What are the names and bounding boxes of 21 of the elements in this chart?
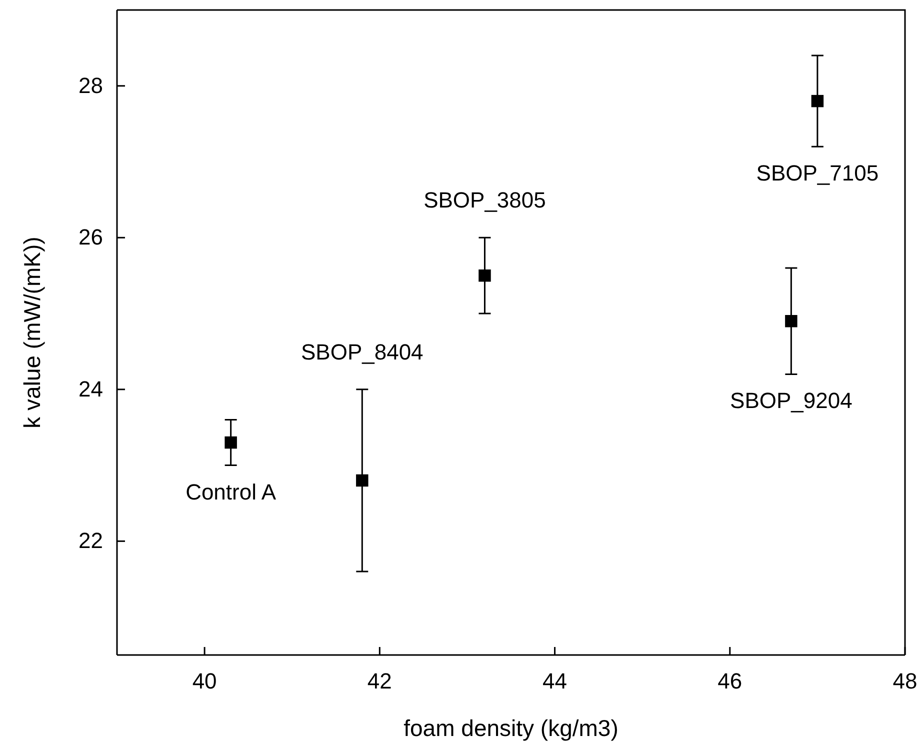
point	[224, 436, 237, 449]
annotation: Control A	[186, 479, 276, 504]
x-tick-label: 40	[192, 668, 217, 694]
x-tick-label: 46	[718, 668, 742, 694]
y-tick-label: 28	[78, 72, 103, 98]
y-tick-label: 22	[78, 528, 103, 554]
point	[811, 94, 824, 108]
x-tick-label: 42	[367, 668, 392, 694]
y-axis-title: k value (mW/(mK))	[19, 236, 45, 428]
annotation: SBOP_3805	[424, 188, 546, 213]
point	[356, 474, 368, 487]
y-tick-label: 24	[78, 376, 103, 402]
annotation: SBOP_7105	[756, 160, 879, 186]
annotation: SBOP_9204	[730, 388, 852, 414]
y-tick-label: 26	[78, 224, 103, 250]
x-axis-title: foam density (kg/m3)	[404, 715, 618, 741]
x-tick-label: 48	[892, 668, 918, 694]
point	[478, 269, 491, 282]
point	[785, 314, 798, 328]
x-tick-label: 44	[542, 668, 568, 694]
annotation: SBOP_8404	[301, 339, 424, 364]
